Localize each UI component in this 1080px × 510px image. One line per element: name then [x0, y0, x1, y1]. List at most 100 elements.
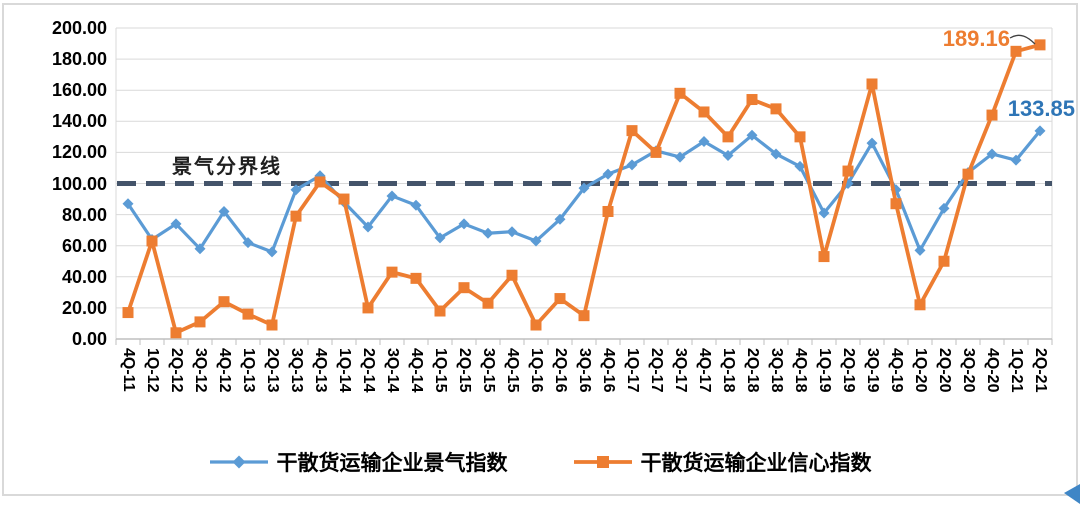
prosperity-marker	[602, 168, 614, 180]
x-tick-label: 1Q-19	[816, 348, 833, 393]
x-tick-label: 2Q-20	[936, 348, 953, 393]
prosperity-marker	[386, 190, 398, 202]
confidence-marker	[626, 125, 638, 137]
prosperity-marker	[362, 221, 374, 233]
confidence-marker	[794, 131, 806, 143]
y-tick-label: 120.00	[51, 142, 107, 163]
prosperity-marker	[410, 199, 422, 211]
y-tick-label: 40.00	[61, 266, 107, 287]
prosperity-marker	[482, 227, 494, 239]
prosperity-marker	[578, 182, 590, 194]
x-tick-label: 1Q-12	[144, 348, 161, 393]
legend-label-confidence: 干散货运输企业信心指数	[640, 452, 872, 475]
confidence-marker	[458, 282, 470, 294]
prosperity-marker	[986, 148, 998, 160]
x-tick-label: 4Q-15	[504, 348, 521, 393]
confidence-line-marker-icon	[573, 456, 632, 468]
confidence-marker	[674, 87, 686, 99]
x-tick-label: 2Q-21	[1032, 348, 1049, 393]
confidence-marker	[986, 109, 998, 121]
y-tick-label: 80.00	[61, 204, 107, 225]
prosperity-marker	[170, 218, 182, 230]
x-tick-label: 4Q-20	[984, 348, 1001, 393]
x-tick-label: 2Q-17	[648, 348, 665, 393]
y-tick-label: 180.00	[51, 49, 107, 70]
x-tick-label: 4Q-11	[120, 348, 137, 392]
prosperity-marker	[674, 151, 686, 163]
x-tick-label: 2Q-18	[744, 348, 761, 393]
x-tick-label: 1Q-21	[1008, 348, 1025, 393]
confidence-marker	[290, 210, 302, 222]
prosperity-marker	[506, 226, 518, 238]
prosperity-marker	[290, 184, 302, 196]
x-tick-label: 1Q-13	[240, 348, 257, 393]
x-tick-label: 2Q-16	[552, 348, 569, 393]
legend-key-confidence[interactable]: 干散货运输企业信心指数	[573, 447, 872, 477]
confidence-marker	[578, 310, 590, 322]
prosperity-marker	[554, 213, 566, 225]
x-tick-label: 3Q-17	[672, 348, 689, 393]
confidence-marker	[1034, 39, 1046, 51]
annotation-prosperity-last-value: 133.85	[1007, 96, 1075, 121]
confidence-marker	[602, 205, 614, 217]
prosperity-marker	[626, 159, 638, 171]
confidence-marker	[434, 305, 446, 317]
x-tick-label: 2Q-19	[840, 348, 857, 393]
confidence-marker	[818, 251, 830, 263]
x-tick-label: 3Q-20	[960, 348, 977, 393]
prosperity-marker	[194, 243, 206, 255]
y-tick-label: 140.00	[51, 111, 107, 132]
confidence-marker	[506, 269, 518, 281]
prosperity-marker	[458, 218, 470, 230]
prosperity-marker	[1034, 125, 1046, 137]
x-tick-label: 3Q-16	[576, 348, 593, 393]
confidence-marker	[962, 168, 974, 180]
prosperity-marker	[770, 148, 782, 160]
x-tick-label: 4Q-17	[696, 348, 713, 393]
y-tick-label: 200.00	[51, 18, 107, 38]
chart-frame-border	[2, 3, 1078, 496]
confidence-marker	[770, 103, 782, 115]
x-tick-label: 2Q-13	[264, 348, 281, 393]
confidence-marker	[194, 316, 206, 328]
y-tick-label: 0.00	[71, 329, 107, 349]
confidence-marker	[938, 255, 950, 267]
x-tick-label: 4Q-16	[600, 348, 617, 393]
x-tick-label: 4Q-14	[408, 348, 425, 393]
x-tick-label: 4Q-12	[216, 348, 233, 393]
x-tick-label: 1Q-14	[336, 348, 353, 393]
x-tick-label: 4Q-18	[792, 348, 809, 393]
confidence-marker	[890, 198, 902, 210]
x-tick-label: 2Q-15	[456, 348, 473, 393]
confidence-marker	[266, 319, 278, 331]
prosperity-marker	[434, 232, 446, 244]
prosperity-marker	[530, 235, 542, 247]
prosperity-marker	[722, 150, 734, 162]
x-tick-label: 1Q-20	[912, 348, 929, 393]
confidence-marker	[866, 78, 878, 90]
confidence-marker	[914, 299, 926, 311]
confidence-marker	[218, 296, 230, 308]
prosperity-marker	[1010, 154, 1022, 166]
y-tick-label: 20.00	[61, 297, 107, 318]
cursor-artifact	[1064, 484, 1080, 504]
prosperity-marker	[242, 237, 254, 249]
x-tick-label: 1Q-17	[624, 348, 641, 393]
x-tick-label: 1Q-15	[432, 348, 449, 393]
legend: 干散货运输企业景气指数 干散货运输企业信心指数	[0, 447, 1080, 477]
x-tick-label: 1Q-16	[528, 348, 545, 393]
confidence-marker	[554, 293, 566, 305]
confidence-marker	[146, 235, 158, 247]
x-tick-label: 3Q-12	[192, 348, 209, 393]
prosperity-marker	[818, 207, 830, 219]
confidence-marker	[386, 266, 398, 278]
confidence-marker	[338, 193, 350, 205]
confidence-marker	[698, 106, 710, 118]
prosperity-marker	[218, 205, 230, 217]
legend-key-prosperity[interactable]: 干散货运输企业景气指数	[209, 447, 508, 477]
prosperity-marker	[914, 244, 926, 256]
confidence-marker	[362, 302, 374, 314]
confidence-marker	[1010, 45, 1022, 57]
x-tick-label: 3Q-14	[384, 348, 401, 393]
